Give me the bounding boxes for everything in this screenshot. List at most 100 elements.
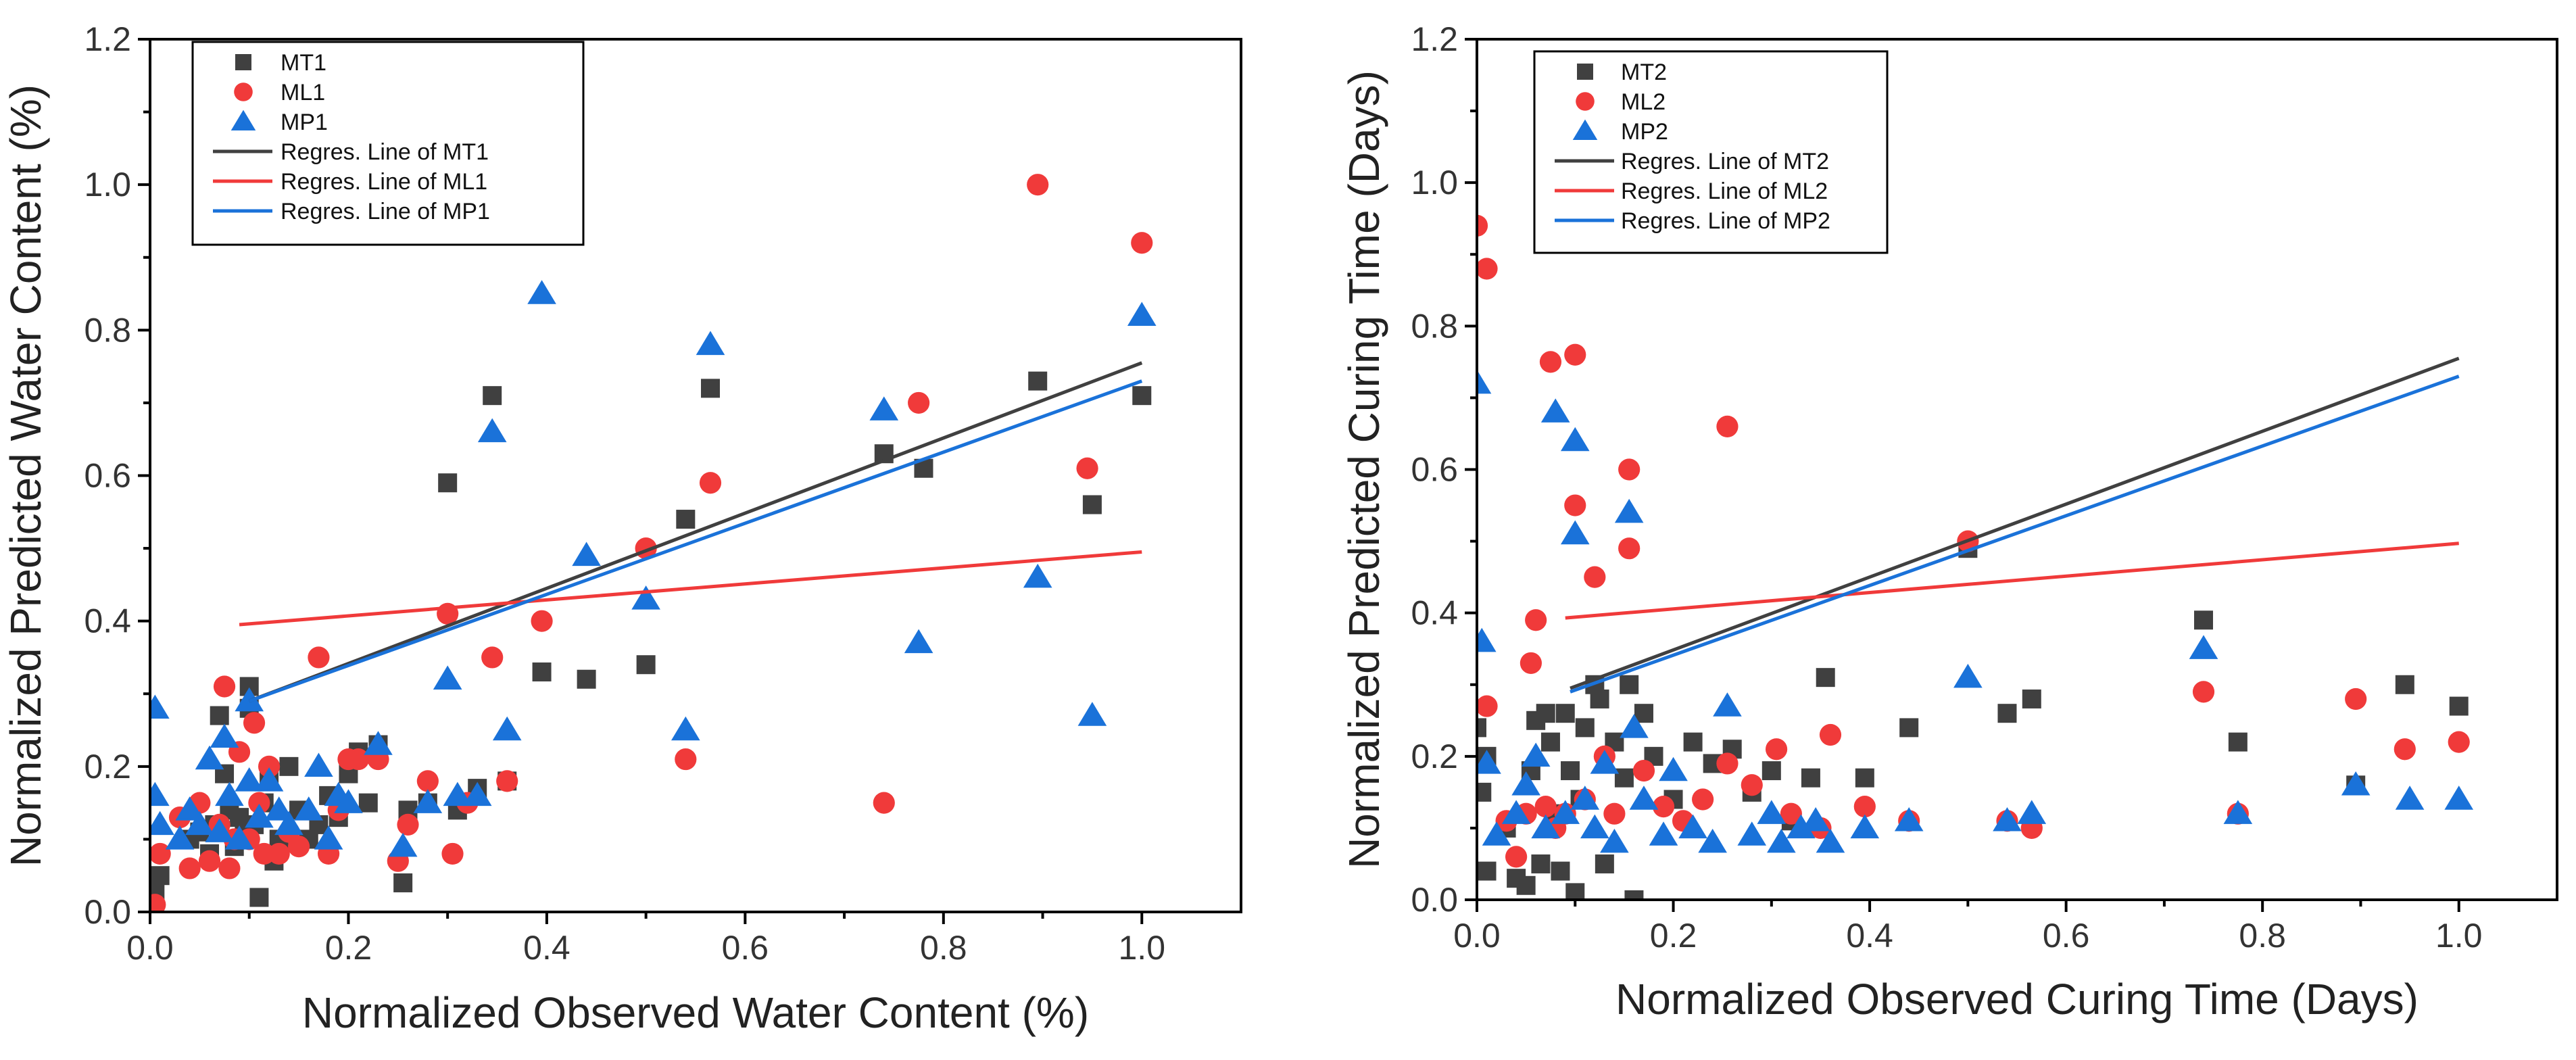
x-axis-label: Normalized Observed Curing Time (Days) [1615, 975, 2419, 1023]
data-point-MP1 [314, 825, 343, 850]
data-point-MP2 [1713, 692, 1742, 717]
legend-label: Regres. Line of MT1 [281, 139, 489, 165]
y-tick-label: 1.0 [84, 166, 131, 203]
series-MP2 [1477, 369, 2474, 853]
legend-label: MT2 [1621, 59, 1667, 85]
data-point-MP2 [1540, 398, 1570, 423]
data-point-MT1 [483, 386, 502, 406]
data-point-ML2 [2393, 738, 2416, 761]
data-point-ML1 [1131, 232, 1153, 254]
data-point-ML2 [1741, 774, 1763, 796]
data-point-MP2 [1953, 663, 1983, 688]
data-point-MP1 [1077, 702, 1107, 726]
data-point-MT2 [1620, 675, 1639, 694]
data-point-MT2 [1899, 718, 1919, 738]
data-point-MT1 [577, 669, 596, 689]
data-point-ML1 [198, 850, 221, 872]
data-point-MP1 [904, 629, 933, 654]
data-point-MP1 [671, 716, 700, 741]
y-tick-label: 0.8 [84, 311, 131, 349]
y-tick-label: 0.2 [1411, 738, 1458, 775]
data-point-ML2 [1539, 351, 1562, 373]
plot-area [150, 174, 1157, 912]
data-point-ML1 [347, 748, 370, 771]
y-tick-label: 0.0 [84, 893, 131, 931]
data-point-MP2 [1560, 427, 1590, 452]
data-point-MT1 [150, 866, 170, 886]
data-point-MP2 [1767, 828, 1796, 853]
data-point-MP1 [235, 767, 264, 792]
data-point-ML2 [1632, 759, 1655, 782]
data-point-MT2 [1761, 761, 1781, 781]
data-point-ML2 [1525, 609, 1547, 631]
data-point-MT2 [1531, 854, 1551, 873]
regression-line [1570, 356, 2460, 690]
data-point-MT2 [1624, 890, 1644, 900]
data-point-MP1 [364, 731, 393, 755]
data-point-ML2 [1584, 566, 1606, 588]
data-point-MP2 [1816, 828, 1845, 853]
data-point-ML2 [2448, 731, 2470, 753]
data-point-ML2 [1765, 738, 1788, 761]
legend-label: MP2 [1621, 119, 1668, 145]
legend-label: ML1 [281, 80, 325, 105]
data-point-MT2 [1595, 854, 1614, 873]
data-point-MP1 [224, 825, 254, 850]
legend-marker-ML2 [1576, 92, 1595, 111]
data-point-ML2 [1520, 652, 1542, 675]
data-point-MT2 [1614, 768, 1634, 788]
data-point-ML1 [873, 792, 895, 814]
regression-line [1570, 375, 2460, 694]
data-point-MT1 [636, 655, 656, 675]
data-point-MT1 [676, 510, 696, 529]
data-point-MT2 [1555, 704, 1575, 723]
x-tick-label: 1.0 [2435, 917, 2483, 955]
regression-line [248, 361, 1143, 703]
data-point-MP2 [1570, 786, 1600, 810]
data-point-ML2 [1853, 795, 1876, 818]
data-point-ML1 [150, 842, 171, 865]
data-point-MP1 [175, 796, 205, 821]
data-point-MP1 [433, 665, 462, 690]
data-point-MP1 [304, 752, 333, 777]
y-tick-label: 0.8 [1411, 307, 1458, 345]
y-axis-label: Normalized Predicted Curing Time (Days) [1340, 70, 1388, 869]
data-point-MP2 [2223, 800, 2253, 824]
data-point-MP1 [165, 825, 195, 850]
data-point-ML1 [287, 836, 310, 858]
y-tick-label: 1.2 [84, 20, 131, 58]
data-point-MP1 [696, 331, 725, 356]
data-point-MP2 [1614, 498, 1644, 523]
data-point-ML2 [1505, 846, 1528, 868]
chart-panel-1: 0.0 0.2 0.4 0.6 0.8 1.0 0.0 0.2 0.4 0.6 0.8 1.0 1.2 N… [1, 20, 1242, 1037]
data-point-MP2 [1649, 821, 1678, 846]
data-point-MP2 [1850, 814, 1880, 839]
data-point-MP1 [1023, 563, 1052, 588]
data-point-MT2 [1997, 704, 2017, 723]
data-point-MP2 [2395, 786, 2425, 810]
data-point-ML2 [1477, 258, 1498, 280]
data-point-MT1 [1132, 386, 1152, 406]
data-point-MP2 [1521, 742, 1551, 767]
data-point-MP2 [1678, 814, 1707, 839]
data-point-ML1 [481, 646, 504, 669]
regression-line [248, 379, 1143, 703]
series-MT2 [1477, 539, 2469, 900]
x-tick-label: 0.8 [920, 929, 967, 967]
data-point-ML2 [1618, 458, 1641, 481]
data-point-MT2 [1683, 732, 1703, 752]
data-point-MT1 [358, 793, 378, 813]
data-point-MP1 [462, 781, 492, 806]
y-tick-label: 0.0 [1411, 881, 1458, 919]
legend-label: Regres. Line of MP2 [1621, 208, 1830, 234]
data-point-ML1 [416, 770, 439, 792]
legend-label: Regres. Line of ML2 [1621, 178, 1828, 204]
data-point-MP2 [1560, 520, 1590, 545]
data-point-ML1 [150, 894, 166, 912]
data-point-MT2 [1801, 768, 1820, 788]
y-tick-label: 0.6 [1411, 451, 1458, 489]
data-point-MP1 [150, 811, 174, 836]
data-point-ML1 [441, 842, 464, 865]
data-point-MP1 [264, 796, 294, 821]
